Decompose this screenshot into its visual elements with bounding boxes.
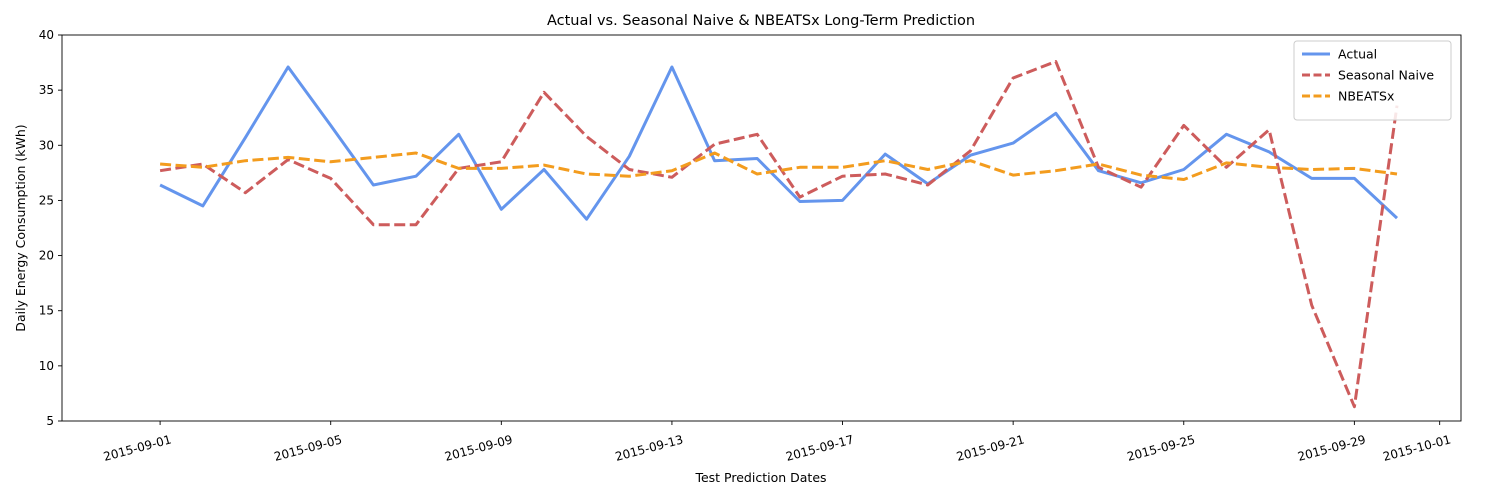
legend: Actual Seasonal Naive NBEATSx xyxy=(1293,40,1452,121)
series-line-actual xyxy=(159,65,1399,221)
legend-label-nbeatsx: NBEATSx xyxy=(1338,89,1394,104)
y-tick-label: 15 xyxy=(39,304,54,318)
series-line-nbeatsx xyxy=(159,151,1398,181)
legend-label-seasonal-naive: Seasonal Naive xyxy=(1338,68,1434,83)
x-tick-label: 2015-09-01 xyxy=(102,432,173,464)
x-tick-label: 2015-09-17 xyxy=(784,432,855,464)
x-tick-label: 2015-09-13 xyxy=(614,432,685,464)
series-line-seasonal-naive xyxy=(159,60,1399,409)
y-axis: 5 10 15 20 25 30 35 40 xyxy=(39,28,62,428)
x-axis-label: Test Prediction Dates xyxy=(694,470,826,485)
y-tick-label: 5 xyxy=(46,414,54,428)
plot-frame xyxy=(61,34,1462,422)
y-tick-label: 35 xyxy=(39,83,54,97)
x-tick-label: 2015-09-21 xyxy=(955,432,1026,464)
x-tick-label: 2015-09-29 xyxy=(1296,432,1367,464)
y-tick-label: 25 xyxy=(39,193,54,207)
x-axis: 2015-09-01 2015-09-05 2015-09-09 2015-09-13… xyxy=(102,421,1452,464)
y-axis-label: Daily Energy Consumption (kWh) xyxy=(13,124,28,331)
y-tick-label: 30 xyxy=(39,138,54,152)
y-tick-label: 40 xyxy=(39,28,54,42)
chart-title: Actual vs. Seasonal Naive & NBEATSx Long… xyxy=(547,13,975,29)
y-tick-label: 20 xyxy=(39,249,54,263)
x-tick-label: 2015-10-01 xyxy=(1381,432,1452,464)
y-tick-label: 10 xyxy=(39,359,54,373)
legend-box xyxy=(1293,40,1452,121)
x-tick-label: 2015-09-25 xyxy=(1126,432,1197,464)
x-tick-label: 2015-09-05 xyxy=(272,432,343,464)
legend-label-actual: Actual xyxy=(1338,47,1377,62)
x-tick-label: 2015-09-09 xyxy=(443,432,514,464)
plot-area xyxy=(61,34,1462,422)
